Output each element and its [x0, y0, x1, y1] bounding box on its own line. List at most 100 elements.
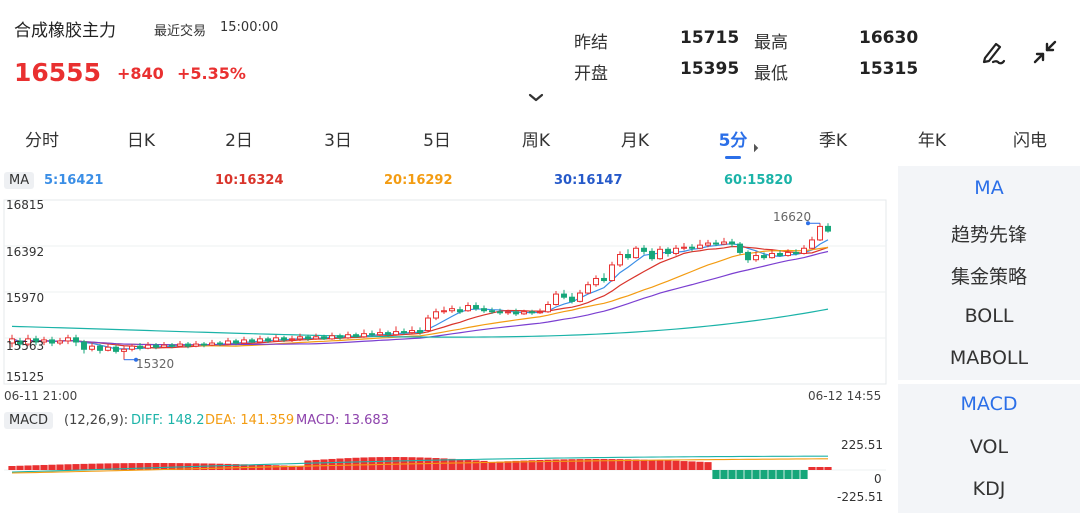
side-item-kdj[interactable]: KDJ: [972, 478, 1006, 500]
macd-histogram-bar: [760, 470, 768, 479]
macd-indicator-tag[interactable]: MACD: [4, 412, 53, 429]
tab-day-k[interactable]: 日K: [126, 131, 156, 151]
y-axis-label-bottom: 15125: [6, 370, 45, 384]
candle-body: [617, 254, 623, 266]
macd-histogram-bar: [648, 459, 656, 470]
candle-body: [345, 334, 351, 339]
candle-body: [721, 241, 727, 245]
candle-body: [441, 310, 447, 313]
candle-body: [729, 241, 735, 245]
candle-body: [193, 343, 199, 347]
macd-histogram-bar: [40, 464, 48, 470]
macd-histogram-bar: [672, 460, 680, 470]
candle-body: [297, 336, 303, 340]
low-value: 15315: [859, 59, 919, 79]
last-price: 16555: [14, 58, 101, 87]
macd-diff: DIFF: 148.2: [131, 413, 205, 428]
macd-histogram-bar: [784, 470, 792, 479]
macd-chart[interactable]: [0, 434, 890, 506]
macd-histogram-bar: [752, 470, 760, 479]
high-label: 最高: [754, 33, 788, 53]
tab-3-day[interactable]: 3日: [324, 131, 352, 151]
candle-body: [273, 337, 279, 342]
macd-histogram-bar: [104, 463, 112, 470]
high-value: 16630: [859, 28, 919, 48]
candle-body: [577, 292, 583, 302]
candle-body: [825, 225, 831, 232]
candle-body: [81, 341, 87, 350]
candle-body: [145, 344, 151, 349]
candle-body: [777, 252, 783, 257]
candle-body: [265, 338, 271, 342]
candle-body: [793, 251, 799, 254]
side-item-vol[interactable]: VOL: [969, 436, 1009, 458]
macd-histogram-bar: [304, 460, 312, 470]
candle-body: [801, 247, 807, 254]
tab-2-day[interactable]: 2日: [225, 131, 253, 151]
side-item-gold-strategy[interactable]: 集金策略: [950, 266, 1027, 288]
candle-body: [657, 248, 663, 260]
macd-histogram-bar: [568, 459, 576, 470]
macd-histogram-bar: [216, 463, 224, 470]
ma30-value: 30:16147: [554, 173, 623, 188]
tab-quarter-k[interactable]: 季K: [818, 131, 848, 151]
candle-body: [409, 330, 415, 334]
macd-histogram-bar: [480, 460, 488, 470]
candle-body: [625, 254, 631, 259]
tab-caret-icon[interactable]: [749, 143, 759, 153]
indicator-side-panel: MA 趋势先锋 集金策略 BOLL MABOLL MACD VOL KDJ: [898, 166, 1080, 513]
candle-body: [553, 293, 559, 305]
tab-5-min[interactable]: 5分: [718, 131, 748, 151]
tab-week-k[interactable]: 周K: [521, 131, 551, 151]
sub-indicator-group: MACD VOL KDJ: [898, 384, 1080, 513]
side-item-trend-pioneer[interactable]: 趋势先锋: [950, 224, 1027, 246]
candle-body: [745, 251, 751, 261]
candle-body: [585, 284, 591, 294]
macd-histogram-bar: [120, 463, 128, 470]
macd-histogram-bar: [688, 461, 696, 470]
side-item-macd[interactable]: MACD: [960, 393, 1018, 415]
tab-flash[interactable]: 闪电: [1013, 131, 1047, 151]
candle-body: [201, 343, 207, 346]
ma-legend-bar: MA 5:16421 10:16324 20:16292 30:16147 60…: [0, 166, 890, 194]
side-item-boll[interactable]: BOLL: [964, 305, 1014, 327]
macd-histogram-bar: [520, 460, 528, 470]
candle-body: [353, 334, 359, 338]
tab-year-k[interactable]: 年K: [917, 131, 947, 151]
candle-body: [457, 309, 463, 313]
macd-histogram-bar: [96, 463, 104, 470]
macd-histogram-bar: [136, 463, 144, 470]
ma-indicator-tag[interactable]: MA: [4, 172, 35, 189]
candle-body: [25, 338, 31, 345]
macd-diff-line: [11, 455, 829, 473]
macd-histogram-bar: [656, 460, 664, 470]
candle-body: [705, 242, 711, 246]
macd-histogram-bar: [632, 459, 640, 470]
ma10-value: 10:16324: [215, 173, 284, 188]
macd-histogram-bar: [320, 459, 328, 470]
candle-body: [489, 310, 495, 313]
side-item-ma[interactable]: MA: [974, 177, 1004, 199]
macd-histogram-bar: [664, 460, 672, 470]
candle-body: [33, 338, 39, 343]
y-axis-label-top: 16815: [6, 198, 45, 212]
candlestick-chart[interactable]: [0, 194, 890, 390]
candle-body: [281, 337, 287, 341]
pen-draw-icon[interactable]: [977, 36, 1009, 68]
candle-body: [649, 250, 655, 260]
macd-params: (12,26,9):: [64, 413, 129, 428]
macd-histogram-bar: [552, 459, 560, 470]
macd-histogram-bar: [712, 470, 720, 479]
candle-body: [537, 311, 543, 314]
chevron-down-icon[interactable]: [528, 88, 544, 107]
tab-timeshare[interactable]: 分时: [25, 131, 59, 151]
candle-body: [313, 336, 319, 340]
macd-histogram-bar: [376, 457, 384, 470]
tab-month-k[interactable]: 月K: [620, 131, 650, 151]
candle-body: [169, 344, 175, 347]
side-item-maboll[interactable]: MABOLL: [949, 347, 1029, 369]
tab-5-day[interactable]: 5日: [423, 131, 451, 151]
macd-histogram-bar: [296, 466, 304, 470]
open-label: 开盘: [574, 64, 608, 84]
collapse-arrows-icon[interactable]: [1029, 36, 1061, 68]
